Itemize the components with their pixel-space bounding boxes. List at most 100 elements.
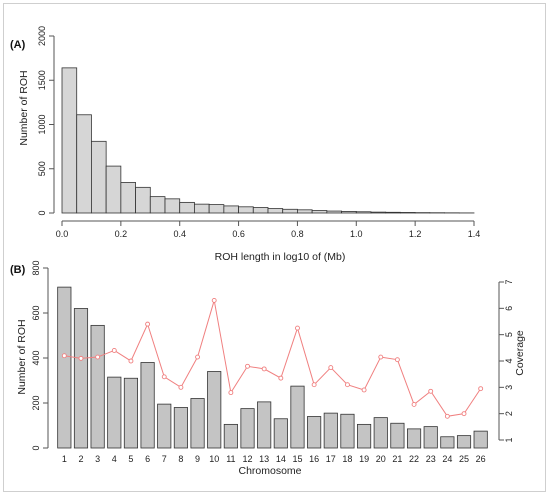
- x-tick-label: 0.8: [291, 229, 304, 239]
- chromosome-bar: [140, 362, 155, 449]
- x-tick-label: 22: [409, 454, 419, 464]
- chromosome-bar: [340, 413, 355, 449]
- chromosome-bar: [107, 376, 122, 449]
- coverage-point: [361, 387, 367, 393]
- coverage-point: [178, 384, 184, 390]
- x-tick-label: 0.6: [232, 229, 245, 239]
- panel-a-xlabel: ROH length in log10 of (Mb): [215, 251, 346, 263]
- x-tick-label: 6: [145, 454, 150, 464]
- histogram-bar: [208, 204, 225, 214]
- x-tick-label: 11: [226, 454, 235, 464]
- x-tick-label: 5: [128, 454, 133, 464]
- chromosome-bar: [240, 408, 255, 449]
- chromosome-bar: [273, 418, 288, 449]
- coverage-point: [211, 297, 217, 303]
- histogram-bar: [91, 140, 107, 214]
- histogram-bar: [400, 212, 416, 214]
- panel-b-coverage-line: [61, 297, 484, 419]
- chromosome-bar: [357, 423, 372, 449]
- x-tick-label: 9: [195, 454, 200, 464]
- chromosome-bar: [473, 430, 488, 449]
- chromosome-bar: [157, 403, 172, 449]
- y-tick-label: 200: [31, 395, 41, 410]
- y2-tick-label: 6: [504, 306, 514, 311]
- x-tick-label: 15: [292, 454, 302, 464]
- x-tick-label: 1: [62, 454, 67, 464]
- y2-tick-label: 2: [504, 411, 514, 416]
- chromosome-bar: [123, 377, 139, 449]
- x-tick-label: 20: [376, 454, 386, 464]
- y-tick-label: 1000: [37, 114, 47, 134]
- panel-a-axes: 0 500 1000 1500 2000 0.0 0.2 0.4 0.6 0.8 1.0 1.2 1.4: [37, 26, 480, 239]
- x-tick-label: 3: [95, 454, 100, 464]
- y2-tick-label: 4: [504, 358, 514, 363]
- panel-b-bars: [57, 286, 488, 449]
- panel-b-label: (B): [10, 264, 26, 276]
- x-tick-label: 7: [162, 454, 167, 464]
- coverage-point: [245, 363, 250, 369]
- histogram-bar: [252, 207, 269, 214]
- y-tick-label: 1500: [37, 70, 47, 90]
- chromosome-bar: [440, 436, 455, 449]
- coverage-point: [61, 353, 67, 359]
- panel-b: (B) Number of ROH Coverage Chromosome 0 2…: [10, 260, 526, 477]
- coverage-point: [394, 357, 400, 363]
- y-tick-label: 800: [31, 260, 41, 275]
- panel-b-ylabel: Number of ROH: [16, 319, 28, 394]
- histogram-bar: [370, 211, 387, 214]
- chromosome-bar: [257, 401, 272, 449]
- histogram-bar: [76, 114, 92, 214]
- histogram-bar: [311, 210, 328, 214]
- chromosome-bar: [190, 398, 205, 449]
- coverage-point: [195, 354, 201, 360]
- panel-b-y2label: Coverage: [514, 330, 526, 376]
- histogram-bar: [282, 208, 298, 214]
- coverage-point: [111, 348, 117, 353]
- chromosome-bar: [456, 435, 472, 449]
- chromosome-bar: [173, 407, 188, 449]
- coverage-point: [428, 388, 434, 394]
- x-tick-label: 17: [326, 454, 336, 464]
- chromosome-bar: [423, 426, 438, 449]
- x-tick-label: 2: [78, 454, 83, 464]
- histogram-bar: [135, 186, 151, 214]
- chromosome-bar: [390, 422, 405, 449]
- y-tick-label: 2000: [37, 26, 47, 46]
- x-tick-label: 12: [243, 454, 253, 464]
- histogram-bar: [267, 208, 284, 214]
- x-tick-label: 26: [476, 454, 486, 464]
- chromosome-bar: [207, 371, 222, 449]
- x-tick-label: 0.4: [173, 229, 186, 239]
- coverage-point: [411, 402, 417, 407]
- histogram-bar: [238, 206, 254, 214]
- coverage-point: [461, 411, 467, 417]
- x-tick-label: 16: [309, 454, 319, 464]
- coverage-point: [228, 390, 234, 396]
- panel-a: (A) Number of ROH ROH length in log10 of…: [10, 26, 480, 263]
- x-tick-label: 19: [359, 454, 369, 464]
- x-tick-label: 0.0: [56, 229, 69, 239]
- y2-tick-label: 1: [504, 437, 514, 442]
- histogram-bar: [385, 211, 401, 214]
- coverage-point: [278, 375, 284, 381]
- y-tick-label: 400: [31, 350, 41, 365]
- chromosome-bar: [307, 416, 322, 449]
- chromosome-bar: [373, 417, 388, 449]
- histogram-bar: [105, 165, 122, 214]
- coverage-point: [311, 382, 317, 388]
- x-tick-label: 0.2: [115, 229, 128, 239]
- y-tick-label: 0: [31, 445, 41, 450]
- y2-tick-label: 7: [504, 279, 514, 284]
- coverage-point: [95, 354, 101, 360]
- coverage-point: [145, 321, 151, 327]
- chromosome-bar: [406, 428, 422, 449]
- histogram-bar: [61, 67, 78, 214]
- coverage-point: [78, 355, 84, 361]
- y-tick-label: 500: [37, 161, 47, 176]
- histogram-bar: [297, 209, 313, 214]
- coverage-point: [128, 358, 134, 364]
- histogram-bar: [341, 211, 357, 214]
- coverage-point: [444, 413, 450, 419]
- y2-tick-label: 5: [504, 332, 514, 337]
